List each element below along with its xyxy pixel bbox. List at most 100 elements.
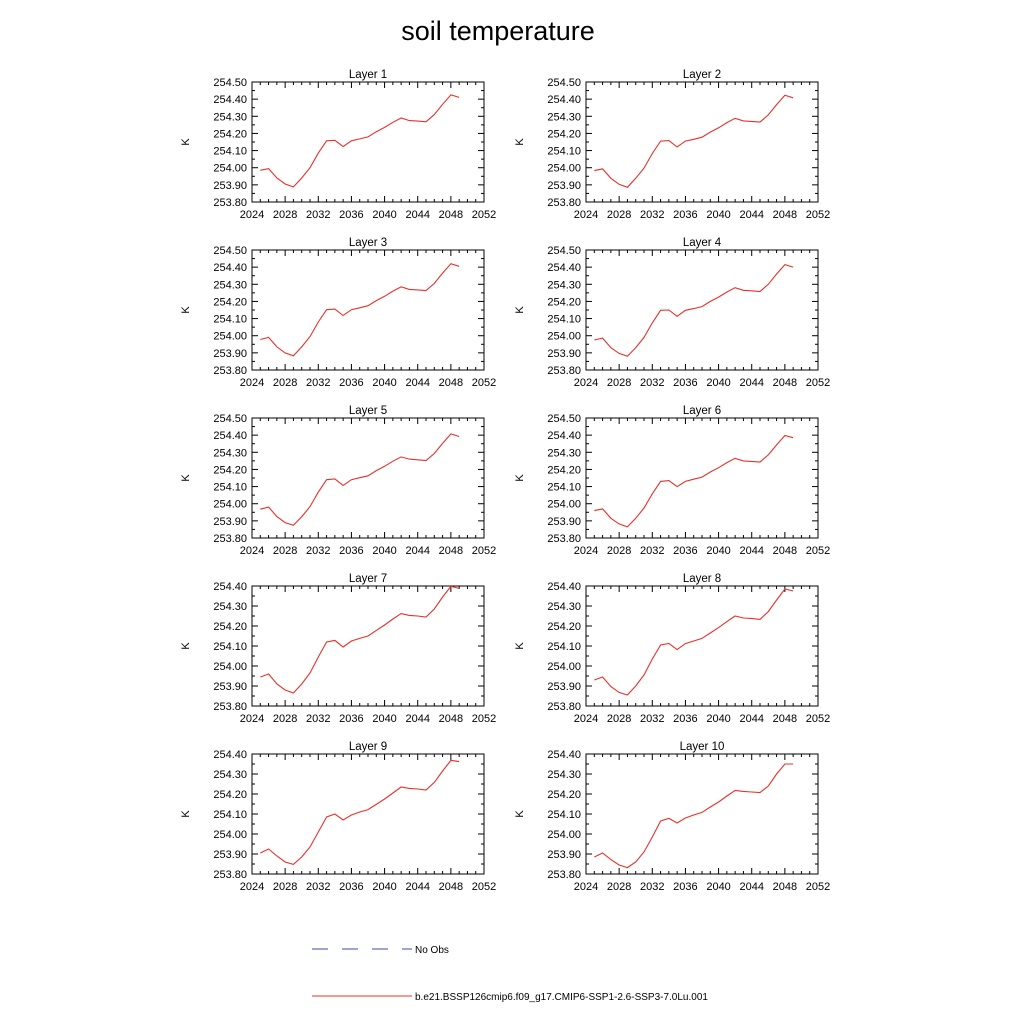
x-tick-label: 2028 — [607, 881, 631, 893]
y-axis-label: K — [180, 138, 192, 146]
series-line — [260, 759, 460, 866]
y-tick-label: 253.80 — [213, 533, 247, 545]
y-axis-label: K — [514, 474, 526, 482]
x-tick-label: 2024 — [574, 881, 598, 893]
y-tick-label: 254.10 — [213, 641, 247, 653]
y-tick-label: 254.40 — [547, 262, 581, 274]
y-axis-label: K — [514, 810, 526, 818]
panel-layer-5: Layer 5 2024 2028 2032 2036 2040 2044 2048 2052 2… — [180, 405, 496, 557]
x-tick-label: 2052 — [472, 209, 496, 221]
panel-title: Layer 4 — [683, 237, 722, 249]
y-axis-label: K — [514, 138, 526, 146]
y-tick-label: 254.10 — [213, 482, 247, 494]
y-tick-label: 254.30 — [547, 601, 581, 613]
y-tick-label: 254.00 — [213, 661, 247, 673]
plot-frame — [251, 585, 485, 707]
series-line — [594, 263, 794, 357]
y-tick-label: 254.00 — [213, 163, 247, 175]
y-tick-label: 254.50 — [213, 245, 247, 257]
y-tick-label: 254.10 — [547, 314, 581, 326]
x-tick-label: 2024 — [240, 545, 264, 557]
x-tick-label: 2028 — [273, 881, 297, 893]
y-tick-label: 254.20 — [213, 128, 247, 140]
x-tick-label: 2052 — [472, 545, 496, 557]
x-tick-label: 2024 — [240, 209, 264, 221]
x-tick-label: 2048 — [439, 713, 463, 725]
x-tick-label: 2052 — [472, 881, 496, 893]
y-tick-label: 254.20 — [213, 464, 247, 476]
panel-layer-3: Layer 3 2024 2028 2032 2036 2040 2044 2048 2052 2… — [180, 237, 496, 389]
series-line — [260, 585, 460, 694]
y-tick-label: 254.30 — [213, 447, 247, 459]
y-tick-label: 254.20 — [547, 128, 581, 140]
y-tick-label: 254.00 — [213, 331, 247, 343]
y-tick-label: 253.90 — [547, 348, 581, 360]
x-tick-label: 2048 — [439, 881, 463, 893]
panel-title: Layer 8 — [683, 573, 721, 585]
y-tick-label: 254.10 — [213, 314, 247, 326]
y-axis-label: K — [180, 810, 192, 818]
panel-layer-8: Layer 8 2024 2028 2032 2036 2040 2044 2048 2052 2… — [514, 573, 830, 725]
y-tick-label: 254.40 — [213, 581, 247, 593]
panel-layer-2: Layer 2 2024 2028 2032 2036 2040 2044 2048 2052 2… — [514, 69, 830, 221]
series-line — [260, 94, 460, 188]
x-tick-label: 2024 — [574, 713, 598, 725]
plot-frame — [585, 585, 819, 707]
y-tick-label: 254.20 — [547, 789, 581, 801]
x-tick-label: 2028 — [607, 713, 631, 725]
y-tick-label: 254.30 — [213, 279, 247, 291]
plot-frame — [251, 81, 485, 203]
x-tick-label: 2048 — [439, 209, 463, 221]
y-tick-label: 254.00 — [547, 331, 581, 343]
x-tick-label: 2048 — [773, 377, 797, 389]
y-tick-label: 254.00 — [547, 661, 581, 673]
x-tick-label: 2040 — [706, 209, 730, 221]
y-tick-label: 254.40 — [213, 262, 247, 274]
x-tick-label: 2044 — [739, 713, 763, 725]
y-tick-label: 254.00 — [547, 829, 581, 841]
y-tick-label: 254.20 — [213, 621, 247, 633]
x-tick-label: 2048 — [439, 545, 463, 557]
figure-title: soil temperature — [401, 16, 595, 46]
y-tick-label: 253.80 — [213, 197, 247, 209]
legend-model-label: b.e21.BSSP126cmip6.f09_g17.CMIP6-SSP1-2.… — [415, 992, 708, 1003]
x-tick-label: 2024 — [240, 713, 264, 725]
y-tick-label: 254.10 — [547, 641, 581, 653]
x-tick-label: 2032 — [306, 881, 330, 893]
y-tick-label: 253.90 — [213, 180, 247, 192]
x-tick-label: 2052 — [472, 713, 496, 725]
x-tick-label: 2040 — [706, 881, 730, 893]
y-axis-label: K — [180, 306, 192, 314]
y-tick-label: 254.40 — [547, 94, 581, 106]
y-tick-label: 253.80 — [547, 533, 581, 545]
x-tick-label: 2028 — [273, 209, 297, 221]
x-tick-label: 2032 — [640, 713, 664, 725]
x-tick-label: 2040 — [706, 713, 730, 725]
y-tick-label: 253.90 — [547, 180, 581, 192]
y-tick-label: 254.30 — [547, 279, 581, 291]
panel-title: Layer 10 — [680, 741, 725, 753]
panel-title: Layer 2 — [683, 69, 721, 81]
x-tick-label: 2032 — [640, 881, 664, 893]
panel-layer-9: Layer 9 2024 2028 2032 2036 2040 2044 2048 2052 2… — [180, 741, 496, 893]
y-tick-label: 253.80 — [213, 869, 247, 881]
y-tick-label: 254.20 — [547, 621, 581, 633]
y-tick-label: 254.00 — [213, 829, 247, 841]
y-tick-label: 254.50 — [547, 77, 581, 89]
y-axis-label: K — [514, 642, 526, 650]
x-tick-label: 2040 — [372, 209, 396, 221]
y-tick-label: 254.10 — [547, 482, 581, 494]
x-tick-label: 2032 — [640, 545, 664, 557]
panel-layer-4: Layer 4 2024 2028 2032 2036 2040 2044 2048 2052 2… — [514, 237, 830, 389]
x-tick-label: 2044 — [739, 209, 763, 221]
y-tick-label: 253.90 — [547, 681, 581, 693]
y-tick-label: 253.80 — [213, 365, 247, 377]
x-tick-label: 2052 — [806, 209, 830, 221]
y-tick-label: 254.20 — [547, 464, 581, 476]
panel-layer-1: Layer 1 2024 2028 2032 2036 2040 2044 2048 2052 2… — [180, 69, 496, 221]
y-tick-label: 254.50 — [547, 245, 581, 257]
y-tick-label: 254.40 — [547, 430, 581, 442]
y-tick-label: 254.30 — [547, 769, 581, 781]
x-tick-label: 2028 — [607, 545, 631, 557]
x-tick-label: 2052 — [472, 377, 496, 389]
